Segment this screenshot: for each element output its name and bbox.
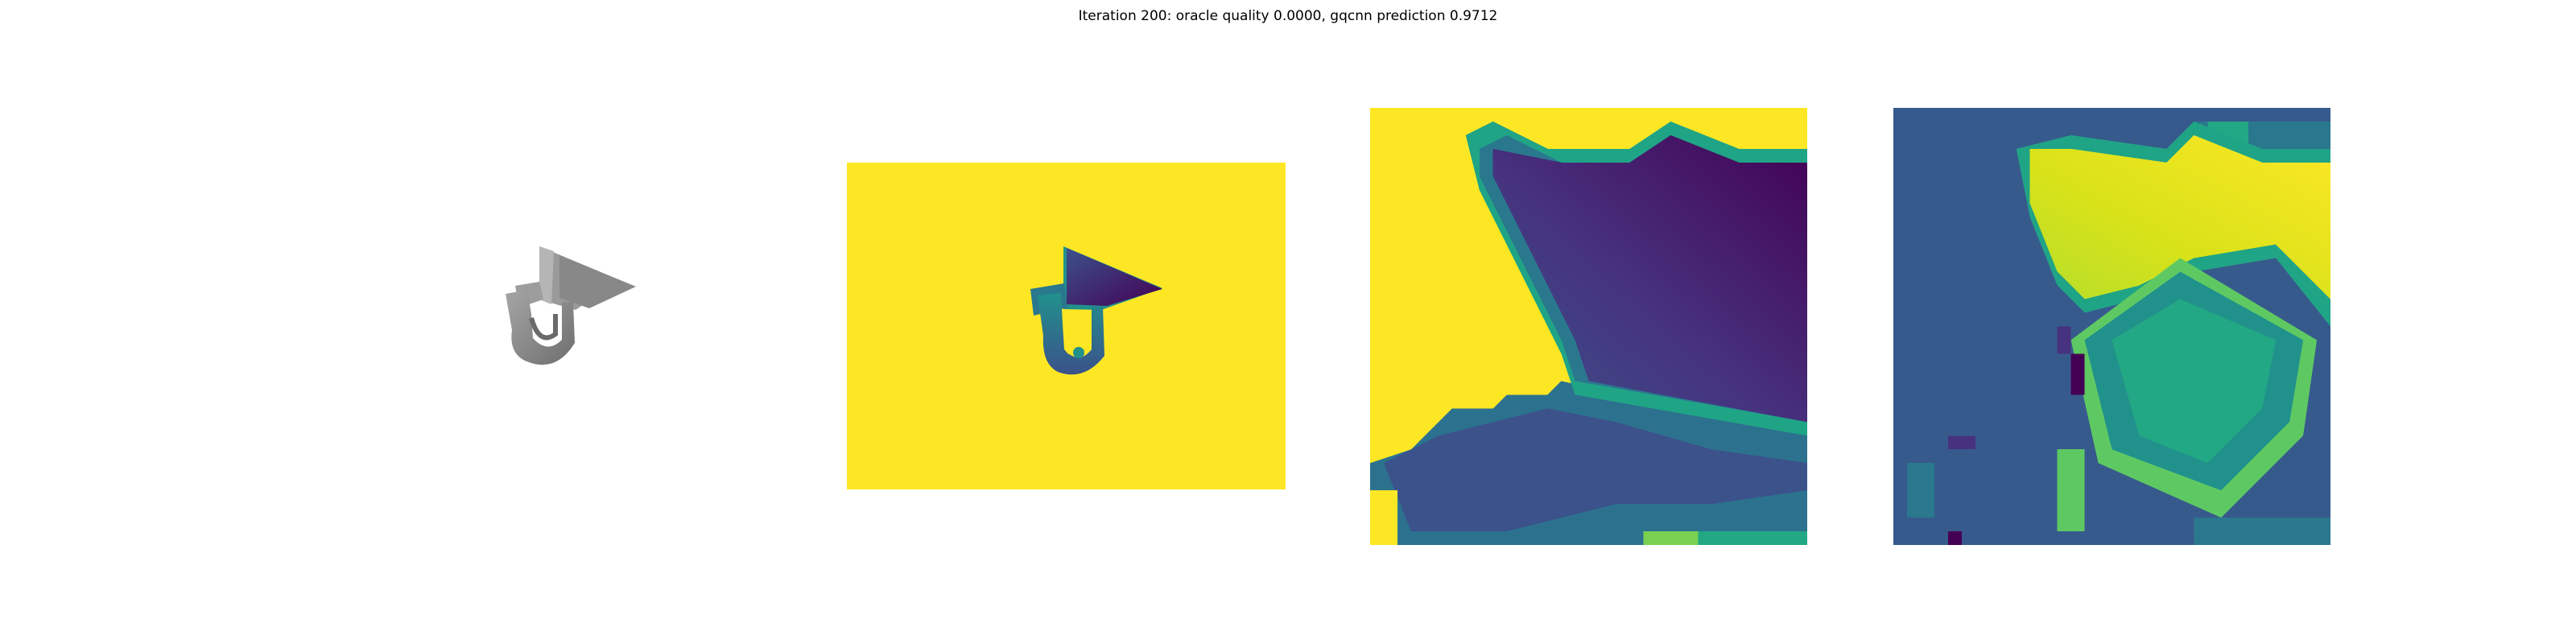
normalized-depth-crop-image bbox=[1893, 108, 2330, 545]
depth-image bbox=[847, 163, 1286, 489]
normalized-depth-crop-panel bbox=[1893, 108, 2330, 545]
depth-crop-image bbox=[1370, 108, 1807, 545]
rendered-object-image bbox=[506, 246, 636, 365]
depth-crop-panel bbox=[1370, 108, 1807, 545]
depth-image-panel bbox=[847, 163, 1286, 489]
figure-title: Iteration 200: oracle quality 0.0000, gq… bbox=[1078, 8, 1498, 24]
rendered-object-panel bbox=[419, 161, 853, 483]
